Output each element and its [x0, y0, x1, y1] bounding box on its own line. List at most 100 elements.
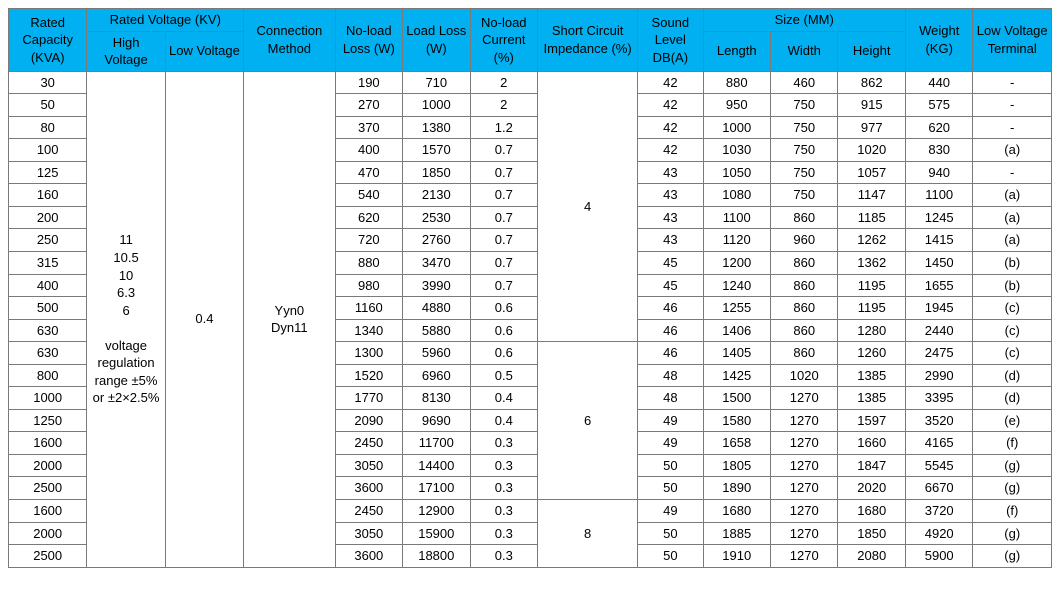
cell-sound: 50 — [638, 545, 703, 568]
col-width: Width — [770, 31, 837, 71]
cell-noload-loss: 1770 — [335, 387, 402, 410]
col-rated-capacity: Rated Capacity (KVA) — [9, 9, 87, 72]
cell-noload-loss: 880 — [335, 252, 402, 275]
cell-terminal: (f) — [973, 432, 1052, 455]
col-high-voltage: High Voltage — [87, 31, 165, 71]
cell-height: 1195 — [838, 274, 905, 297]
cell-capacity: 1000 — [9, 387, 87, 410]
cell-width: 1270 — [770, 454, 837, 477]
cell-width: 860 — [770, 297, 837, 320]
cell-capacity: 200 — [9, 206, 87, 229]
cell-length: 880 — [703, 71, 770, 94]
cell-noload-current: 0.3 — [470, 454, 537, 477]
cell-height: 1680 — [838, 500, 905, 523]
cell-capacity: 2000 — [9, 522, 87, 545]
cell-height: 1850 — [838, 522, 905, 545]
cell-sound: 50 — [638, 522, 703, 545]
cell-noload-current: 0.7 — [470, 274, 537, 297]
cell-width: 750 — [770, 94, 837, 117]
cell-length: 1658 — [703, 432, 770, 455]
cell-sound: 50 — [638, 477, 703, 500]
cell-sound: 49 — [638, 409, 703, 432]
cell-sound: 42 — [638, 94, 703, 117]
cell-capacity: 500 — [9, 297, 87, 320]
cell-height: 1385 — [838, 364, 905, 387]
cell-noload-current: 0.4 — [470, 409, 537, 432]
cell-terminal: - — [973, 116, 1052, 139]
cell-connection-method-merged: Yyn0 Dyn11 — [244, 71, 335, 567]
cell-sound: 49 — [638, 500, 703, 523]
cell-noload-loss: 270 — [335, 94, 402, 117]
cell-height: 2020 — [838, 477, 905, 500]
cell-terminal: (c) — [973, 342, 1052, 365]
cell-width: 860 — [770, 274, 837, 297]
cell-width: 1270 — [770, 409, 837, 432]
cell-capacity: 30 — [9, 71, 87, 94]
cell-noload-loss: 190 — [335, 71, 402, 94]
cell-terminal: (d) — [973, 364, 1052, 387]
cell-weight: 6670 — [905, 477, 972, 500]
cell-length: 1240 — [703, 274, 770, 297]
cell-height: 1660 — [838, 432, 905, 455]
cell-length: 1255 — [703, 297, 770, 320]
cell-capacity: 100 — [9, 139, 87, 162]
col-noload-current: No-load Current (%) — [470, 9, 537, 72]
cell-weight: 5545 — [905, 454, 972, 477]
cell-capacity: 80 — [9, 116, 87, 139]
cell-noload-loss: 1160 — [335, 297, 402, 320]
cell-low-voltage-merged: 0.4 — [165, 71, 243, 567]
cell-noload-current: 0.6 — [470, 319, 537, 342]
cell-sound: 48 — [638, 387, 703, 410]
cell-capacity: 1250 — [9, 409, 87, 432]
cell-terminal: - — [973, 71, 1052, 94]
cell-noload-loss: 720 — [335, 229, 402, 252]
cell-load_loss: 18800 — [403, 545, 470, 568]
cell-noload-current: 0.3 — [470, 477, 537, 500]
cell-sound: 45 — [638, 252, 703, 275]
cell-width: 1270 — [770, 432, 837, 455]
cell-capacity: 800 — [9, 364, 87, 387]
cell-height: 1262 — [838, 229, 905, 252]
cell-sound: 42 — [638, 71, 703, 94]
cell-length: 1500 — [703, 387, 770, 410]
cell-noload-loss: 1300 — [335, 342, 402, 365]
cell-noload-loss: 3050 — [335, 522, 402, 545]
cell-capacity: 630 — [9, 342, 87, 365]
cell-length: 1890 — [703, 477, 770, 500]
cell-terminal: (a) — [973, 229, 1052, 252]
table-header: Rated Capacity (KVA) Rated Voltage (KV) … — [9, 9, 1052, 72]
cell-noload-current: 0.3 — [470, 432, 537, 455]
cell-capacity: 630 — [9, 319, 87, 342]
cell-terminal: (g) — [973, 477, 1052, 500]
cell-length: 1910 — [703, 545, 770, 568]
cell-impedance-merged: 4 — [538, 71, 638, 342]
cell-weight: 440 — [905, 71, 972, 94]
cell-load_loss: 9690 — [403, 409, 470, 432]
cell-height: 1185 — [838, 206, 905, 229]
cell-weight: 575 — [905, 94, 972, 117]
cell-load_loss: 1380 — [403, 116, 470, 139]
cell-length: 1885 — [703, 522, 770, 545]
cell-noload-current: 0.7 — [470, 139, 537, 162]
cell-noload-loss: 2450 — [335, 500, 402, 523]
cell-noload-current: 0.5 — [470, 364, 537, 387]
cell-width: 860 — [770, 319, 837, 342]
cell-length: 1425 — [703, 364, 770, 387]
cell-load_loss: 11700 — [403, 432, 470, 455]
cell-width: 750 — [770, 184, 837, 207]
cell-high-voltage-merged: 11 10.5 10 6.3 6 voltage regulation rang… — [87, 71, 165, 567]
cell-terminal: (b) — [973, 252, 1052, 275]
cell-weight: 4920 — [905, 522, 972, 545]
cell-capacity: 125 — [9, 161, 87, 184]
cell-weight: 1415 — [905, 229, 972, 252]
cell-terminal: (a) — [973, 184, 1052, 207]
cell-sound: 43 — [638, 229, 703, 252]
cell-weight: 1450 — [905, 252, 972, 275]
col-load-loss: Load Loss (W) — [403, 9, 470, 72]
cell-sound: 46 — [638, 319, 703, 342]
cell-impedance-merged: 6 — [538, 342, 638, 500]
cell-capacity: 2500 — [9, 545, 87, 568]
cell-height: 915 — [838, 94, 905, 117]
cell-capacity: 2500 — [9, 477, 87, 500]
cell-noload-current: 0.3 — [470, 545, 537, 568]
